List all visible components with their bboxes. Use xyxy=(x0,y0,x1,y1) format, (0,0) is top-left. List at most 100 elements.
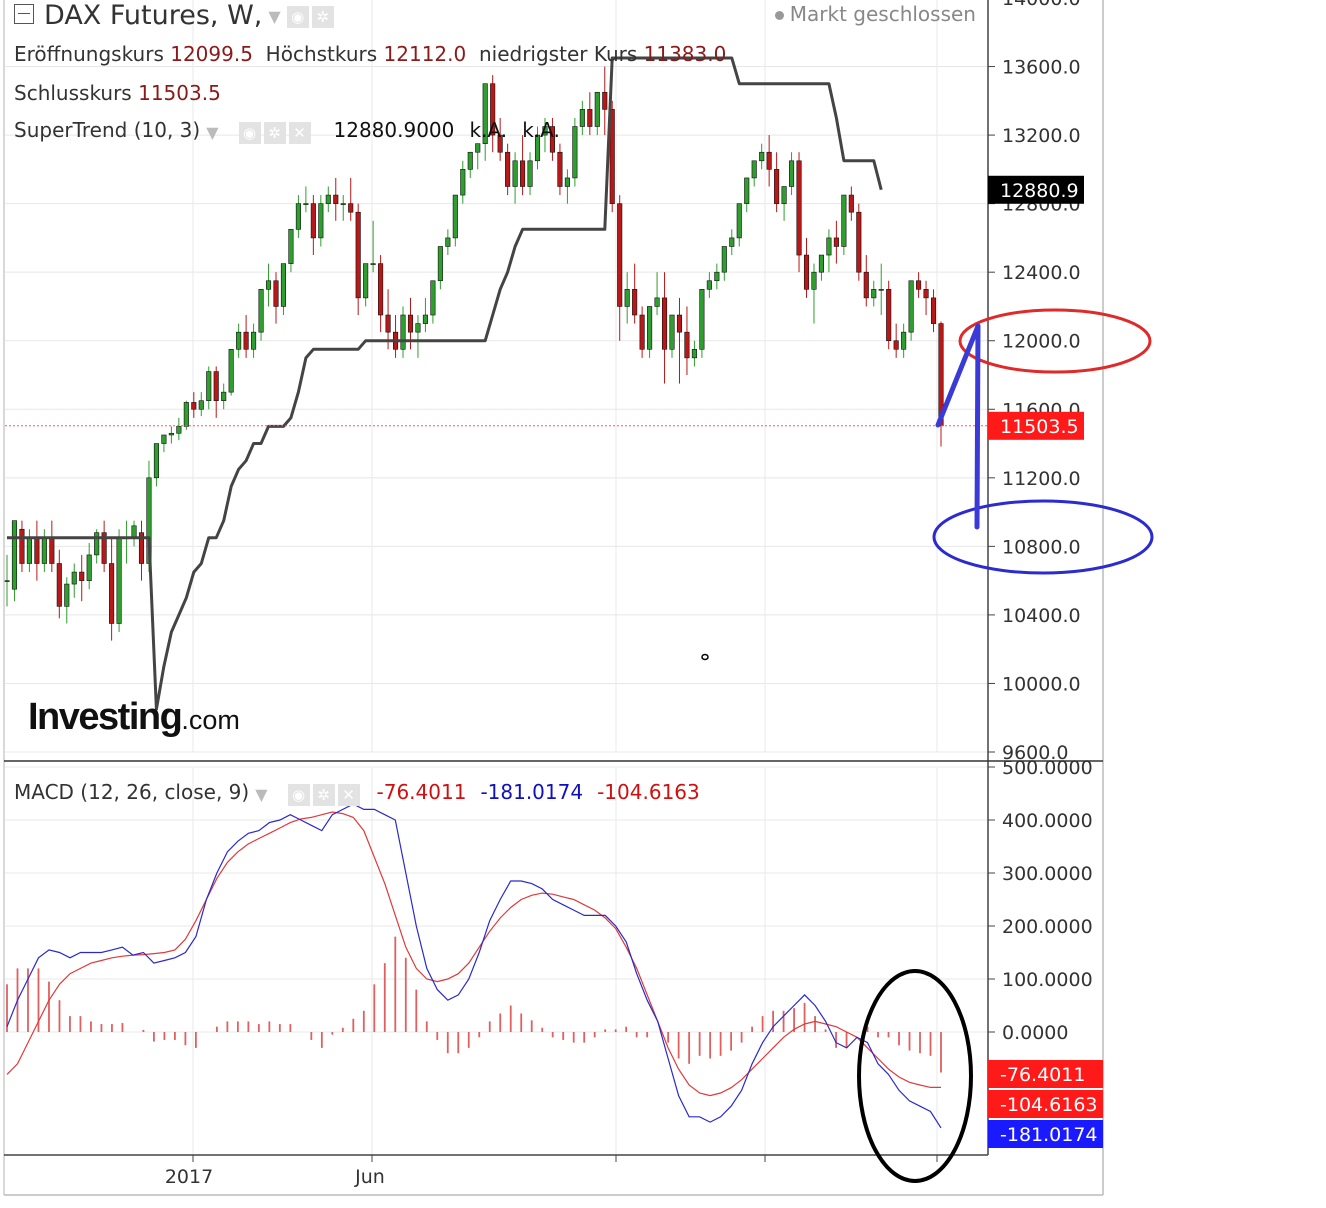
price-tick-label: 14000.0 xyxy=(1002,0,1081,10)
black-ellipse-annotation xyxy=(857,969,973,1183)
candle-body xyxy=(363,263,369,299)
candle-body xyxy=(370,263,376,265)
macd-signal-line xyxy=(6,811,941,1097)
gear-icon[interactable]: ✲ xyxy=(312,783,335,806)
close-icon[interactable]: ✕ xyxy=(337,783,360,806)
candle-body xyxy=(49,537,55,564)
candle-body xyxy=(572,126,578,179)
price-tick-label: 11200.0 xyxy=(1002,468,1081,490)
candle-body xyxy=(310,203,316,239)
candle-body xyxy=(841,194,847,247)
candle-body xyxy=(303,203,309,205)
candle-body xyxy=(908,280,914,333)
candle-body xyxy=(34,537,40,564)
candle-body xyxy=(79,571,85,581)
gear-icon[interactable]: ✲ xyxy=(311,5,334,28)
macd-line xyxy=(6,803,942,1129)
low-label: niedrigster Kurs xyxy=(478,42,638,66)
candle-body xyxy=(400,314,406,350)
candle-body xyxy=(721,246,727,273)
candle-body xyxy=(676,314,683,333)
eye-icon[interactable]: ◉ xyxy=(287,783,310,806)
macd-tag-label: -181.0174 xyxy=(1000,1124,1098,1146)
candle-body xyxy=(445,237,451,247)
ohlc-row-2: Schlusskurs 11503.5 xyxy=(14,81,221,105)
candle-body xyxy=(527,160,533,187)
close-value: 11503.5 xyxy=(138,81,221,105)
gear-icon[interactable]: ✲ xyxy=(263,121,286,144)
candle-body xyxy=(11,520,18,590)
macd-tick-label: 200.0000 xyxy=(1002,916,1093,938)
candle-body xyxy=(385,314,391,333)
candle-body xyxy=(661,297,668,350)
candle-body xyxy=(856,211,862,273)
candle-body xyxy=(714,271,720,282)
candle-body xyxy=(221,391,227,402)
candle-body xyxy=(490,83,496,136)
candle-body xyxy=(736,203,742,239)
candle-body xyxy=(340,203,346,205)
macd-tag-bg xyxy=(988,1120,1103,1148)
candle-body xyxy=(930,297,937,324)
candle-body xyxy=(176,426,182,434)
candle-body xyxy=(706,280,712,290)
price-tick-label: 12400.0 xyxy=(1002,262,1081,284)
low-value: 11383.0 xyxy=(643,42,727,66)
eye-icon[interactable]: ◉ xyxy=(286,5,309,28)
price-tick-label: 13200.0 xyxy=(1002,125,1081,147)
high-label: Höchstkurs xyxy=(265,42,378,66)
macd-tag-label: -76.4011 xyxy=(1000,1064,1085,1086)
annotations-layer xyxy=(701,308,1154,1183)
candle-body xyxy=(460,169,466,196)
candle-body xyxy=(325,194,331,204)
candle-body xyxy=(803,254,810,290)
candle-body xyxy=(467,151,473,170)
candle-body xyxy=(617,203,623,307)
candle-body xyxy=(19,528,25,564)
open-value: 12099.5 xyxy=(170,42,253,66)
time-tick-label: 2017 xyxy=(165,1166,213,1188)
chevron-down-icon[interactable]: ▼ xyxy=(268,7,281,26)
candle-body xyxy=(378,263,384,316)
candle-body xyxy=(430,280,436,316)
candle-body xyxy=(871,289,877,299)
candle-body xyxy=(923,289,929,299)
chevron-down-icon[interactable]: ▼ xyxy=(206,123,219,142)
candle-body xyxy=(699,289,705,350)
candle-body xyxy=(520,160,526,187)
macd-value-3: -104.6163 xyxy=(597,780,700,804)
candle-body xyxy=(56,563,62,607)
candle-body xyxy=(557,151,563,187)
logo-suffix: .com xyxy=(181,705,240,735)
chevron-down-icon[interactable]: ▼ xyxy=(255,785,268,804)
candle-body xyxy=(251,331,257,350)
price-tick-label: 10800.0 xyxy=(1002,536,1081,558)
supertrend-tag-label: 12880.9 xyxy=(1000,180,1079,202)
status-dot-icon xyxy=(774,11,784,20)
candle-body xyxy=(198,400,204,410)
candle-body xyxy=(587,109,593,127)
candle-body xyxy=(684,331,690,359)
candle-body xyxy=(497,134,503,153)
candle-body xyxy=(609,109,615,204)
candle-body xyxy=(273,280,279,307)
candle-body xyxy=(878,289,884,291)
candle-body xyxy=(168,432,174,436)
candle-body xyxy=(512,160,518,187)
close-icon[interactable]: ✕ xyxy=(288,121,311,144)
lines-layer xyxy=(5,56,988,1129)
candle-body xyxy=(333,194,339,204)
macd-legend: MACD (12, 26, close, 9) ▼ ◉ ✲ ✕ -76.4011 -181.… xyxy=(14,780,700,806)
collapse-icon[interactable] xyxy=(14,3,34,24)
eye-icon[interactable]: ◉ xyxy=(238,121,261,144)
candle-body xyxy=(153,443,159,479)
candle-body xyxy=(206,371,212,402)
macd-tick-label: 0.0000 xyxy=(1002,1022,1068,1044)
candle-body xyxy=(647,306,653,350)
candle-body xyxy=(161,434,167,444)
blue-arrow-annotation xyxy=(935,323,981,530)
time-tick-label: Jun xyxy=(354,1166,385,1188)
candle-body xyxy=(213,371,219,402)
price-tick-label: 12000.0 xyxy=(1002,331,1081,353)
